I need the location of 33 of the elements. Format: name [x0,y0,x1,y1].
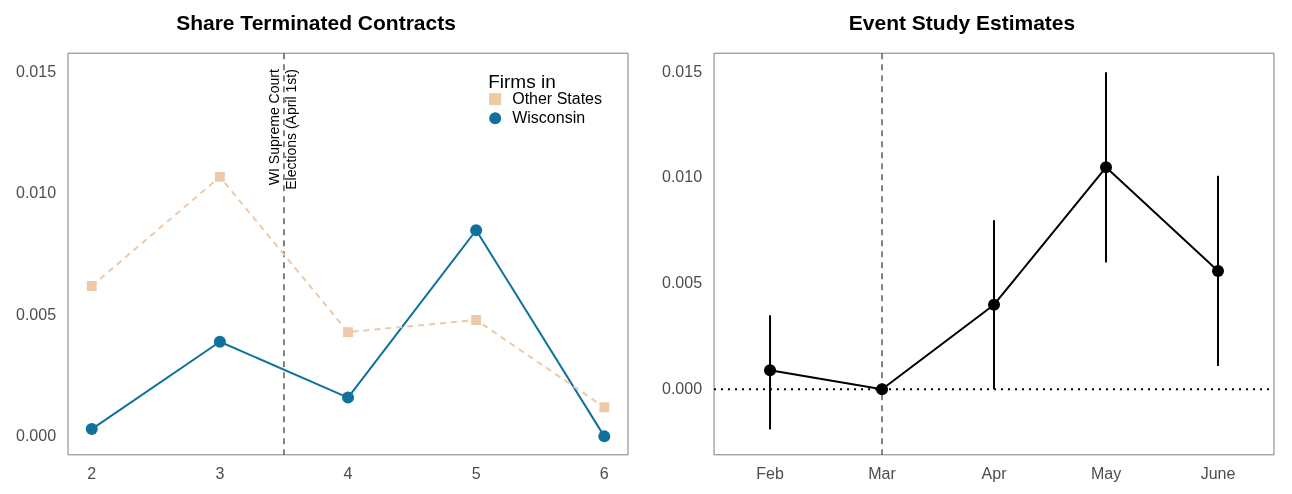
point [86,281,97,291]
x-tick-label: 2 [87,464,97,482]
y-tick-label: 0.000 [15,426,57,444]
point [214,171,225,182]
y-tick-label: 0.010 [15,184,57,202]
y-tick-label: 0.005 [661,274,703,291]
point [598,430,611,443]
point [470,224,483,237]
chart-title: Share Terminated Contracts [176,11,456,35]
point [876,383,889,396]
y-tick-label: 0.010 [661,168,703,186]
x-tick-label: 6 [599,464,609,482]
x-tick-label: June [1200,464,1236,482]
y-tick-label: 0.000 [661,379,703,397]
x-tick-label: May [1090,464,1122,482]
ref-line-label: WI Supreme Court Elections (April 1st) [266,69,300,190]
x-tick-label: Mar [868,464,897,482]
x-tick-label: Feb [756,464,784,482]
x-tick-label: Apr [981,464,1008,482]
x-tick-label: 4 [343,464,353,482]
point [471,315,482,325]
y-tick-label: 0.015 [661,62,703,80]
point [343,327,353,338]
point [85,423,98,436]
point [213,335,226,348]
chart-title: Event Study Estimates [848,11,1076,35]
y-tick-label: 0.015 [15,63,57,81]
legend-label: Wisconsin [512,108,586,126]
x-tick-label: 5 [471,464,481,482]
point [599,402,610,413]
x-tick-label: 3 [215,464,225,482]
y-tick-label: 0.005 [15,305,57,323]
point [342,391,355,404]
